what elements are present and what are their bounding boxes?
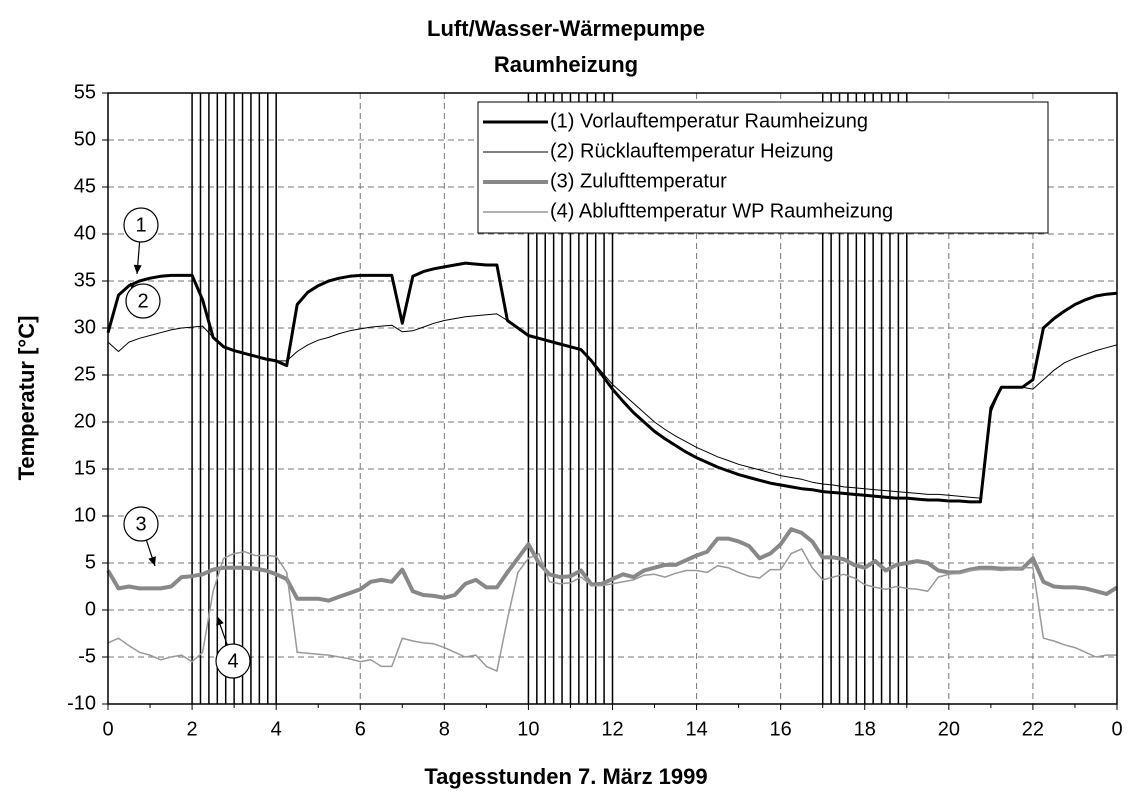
y-tick-label: 10	[74, 504, 96, 526]
annotation-arrowhead	[148, 556, 156, 566]
legend-label: (4) Ablufttemperatur WP Raumheizung	[550, 200, 893, 222]
chart-title: Luft/Wasser-Wärmepumpe	[427, 16, 705, 41]
x-tick-label: 10	[517, 718, 539, 740]
y-tick-label: 0	[85, 598, 96, 620]
x-tick-label: 6	[355, 718, 366, 740]
annotation-arrowhead	[133, 264, 142, 274]
y-axis-title: Temperatur [°C]	[14, 316, 39, 481]
x-axis-title: Tagesstunden 7. März 1999	[424, 764, 707, 789]
annotation-arrowhead	[216, 616, 224, 626]
y-tick-label: -10	[67, 692, 96, 714]
annotation-label: 2	[137, 290, 148, 312]
x-tick-label: 20	[938, 718, 960, 740]
annotation-circle	[215, 643, 251, 679]
x-tick-label: 0	[1111, 718, 1122, 740]
y-tick-label: 45	[74, 175, 96, 197]
y-tick-label: 15	[74, 457, 96, 479]
series-line	[106, 527, 1119, 603]
y-tick-label: 50	[74, 128, 96, 150]
y-tick-label: 30	[74, 316, 96, 338]
x-tick-label: 0	[102, 718, 113, 740]
legend-label: (1) Vorlauftemperatur Raumheizung	[550, 110, 868, 132]
x-tick-label: 18	[854, 718, 876, 740]
y-tick-label: 25	[74, 363, 96, 385]
annotation-label: 1	[135, 214, 146, 236]
x-tick-label: 12	[601, 718, 623, 740]
chart-subtitle: Raumheizung	[494, 52, 638, 77]
legend-label: (3) Zulufttemperatur	[550, 170, 727, 192]
x-tick-label: 4	[271, 718, 282, 740]
x-tick-label: 22	[1022, 718, 1044, 740]
x-tick-label: 2	[187, 718, 198, 740]
x-tick-label: 8	[439, 718, 450, 740]
series-line	[107, 548, 1117, 672]
annotation-label: 4	[227, 650, 238, 672]
annotation-circle	[123, 207, 159, 243]
y-tick-label: 40	[74, 222, 96, 244]
y-tick-label: 55	[74, 81, 96, 103]
y-tick-label: 5	[85, 551, 96, 573]
y-tick-label: 35	[74, 269, 96, 291]
series-line	[107, 313, 1118, 499]
y-tick-label: 20	[74, 410, 96, 432]
x-tick-label: 16	[770, 718, 792, 740]
annotation-label: 3	[135, 513, 146, 535]
legend-box	[477, 101, 1049, 234]
legend-label: (2) Rücklauftemperatur Heizung	[550, 140, 833, 162]
annotation-circle	[125, 283, 161, 319]
annotation-circle	[123, 506, 159, 542]
x-tick-label: 14	[685, 718, 707, 740]
y-tick-label: -5	[78, 645, 96, 667]
plot-border	[107, 92, 1118, 705]
